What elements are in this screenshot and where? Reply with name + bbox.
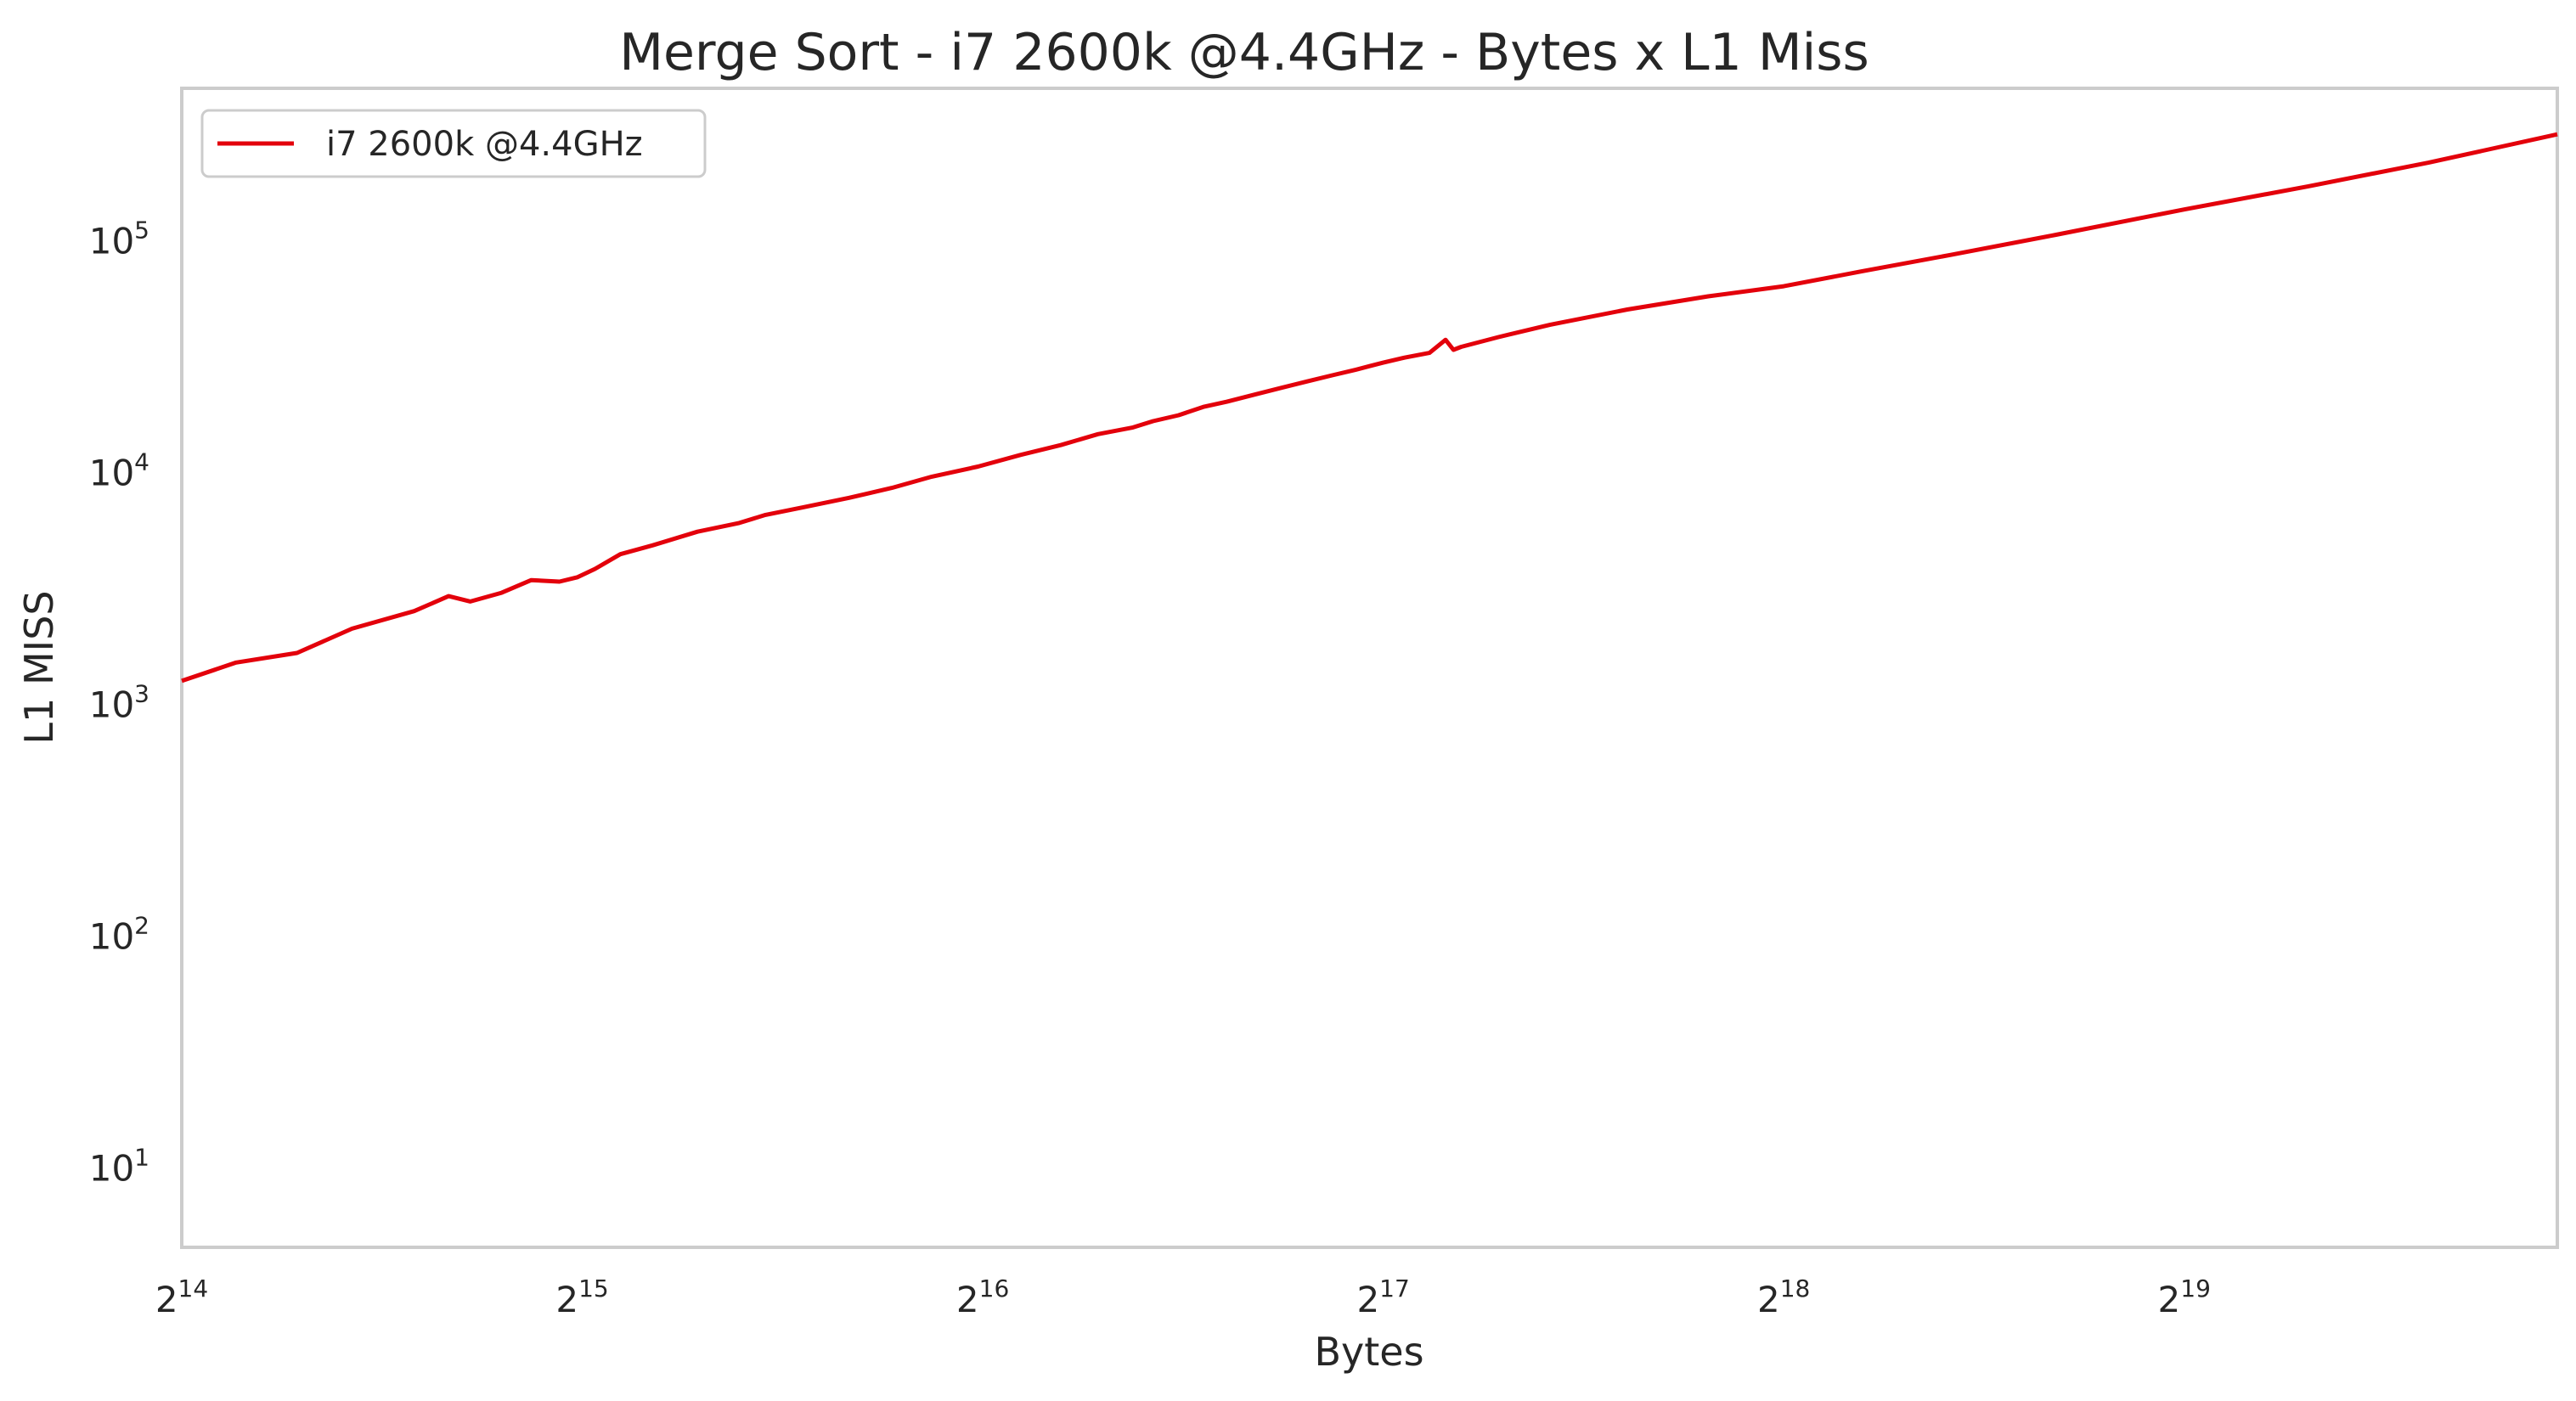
series-layer (181, 132, 2558, 684)
y-tick-label: 103 (89, 679, 149, 725)
y-tick-base: 10 (89, 915, 134, 957)
x-tick-label: 214 (155, 1274, 208, 1320)
x-tick-label: 216 (956, 1274, 1009, 1320)
x-tick-exponent: 18 (1780, 1274, 1811, 1303)
y-tick-label: 105 (89, 216, 149, 262)
x-axis-label: Bytes (1314, 1329, 1423, 1375)
x-tick-base: 2 (555, 1279, 578, 1320)
y-tick-exponent: 3 (134, 679, 149, 707)
y-tick-base: 10 (89, 452, 134, 493)
y-tick-exponent: 4 (134, 447, 149, 475)
x-tick-label: 217 (1356, 1274, 1409, 1320)
y-tick-exponent: 2 (134, 911, 149, 939)
y-axis-label: L1 MISS (16, 590, 62, 744)
x-tick-base: 2 (1757, 1279, 1780, 1320)
chart-title: Merge Sort - i7 2600k @4.4GHz - Bytes x … (619, 23, 1869, 82)
x-tick-label: 218 (1757, 1274, 1810, 1320)
y-tick-base: 10 (89, 1147, 134, 1189)
x-tick-base: 2 (1356, 1279, 1379, 1320)
x-tick-label: 219 (2158, 1274, 2211, 1320)
x-tick-exponent: 17 (1379, 1274, 1410, 1303)
x-axis-ticks: 214 215 216 217 218 219 (155, 1274, 2211, 1320)
x-tick-exponent: 15 (578, 1274, 609, 1303)
y-tick-label: 104 (89, 447, 149, 493)
x-tick-base: 2 (2158, 1279, 2181, 1320)
x-tick-exponent: 14 (178, 1274, 209, 1303)
plot-area (180, 87, 2559, 1249)
legend: i7 2600k @4.4GHz (200, 109, 707, 178)
x-tick-exponent: 19 (2180, 1274, 2211, 1303)
y-tick-label: 102 (89, 911, 149, 957)
y-tick-exponent: 1 (134, 1143, 149, 1171)
x-tick-label: 215 (555, 1274, 608, 1320)
series-line (181, 132, 2558, 684)
x-tick-base: 2 (956, 1279, 979, 1320)
x-tick-base: 2 (155, 1279, 178, 1320)
legend-box (200, 109, 707, 178)
x-tick-exponent: 16 (979, 1274, 1010, 1303)
legend-entry-label: i7 2600k @4.4GHz (326, 125, 643, 164)
y-tick-label: 101 (89, 1143, 149, 1189)
y-tick-base: 10 (89, 220, 134, 262)
y-tick-base: 10 (89, 684, 134, 725)
y-tick-exponent: 5 (134, 216, 149, 244)
